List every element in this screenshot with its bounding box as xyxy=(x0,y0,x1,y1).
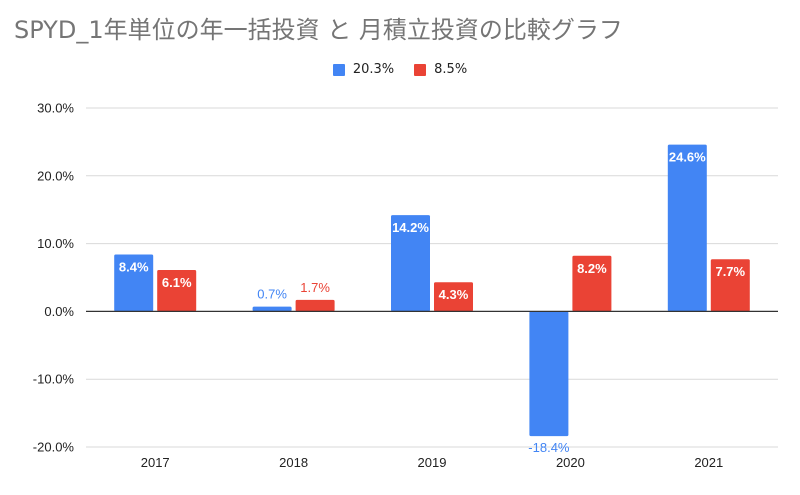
bar-data-label: 6.1% xyxy=(162,275,192,290)
bar-data-label: 24.6% xyxy=(669,150,706,165)
bar-data-label: 7.7% xyxy=(715,264,745,279)
bar-data-label: 4.3% xyxy=(439,287,469,302)
legend-item-series-2[interactable]: 8.5% xyxy=(414,62,467,77)
chart-title: SPYD_1年単位の年一括投資 と 月積立投資の比較グラフ xyxy=(14,16,623,44)
bar-data-label: 1.7% xyxy=(300,280,330,295)
bar-data-labels: 8.4% 6.1% 0.7% 1.7% 14.2% 4.3% -18.4% 8.2% 24.6%… xyxy=(119,150,746,456)
bar-data-label: 14.2% xyxy=(392,220,429,235)
y-tick-label: 30.0% xyxy=(37,101,74,116)
legend: 20.3% 8.5% xyxy=(0,62,800,77)
bar xyxy=(667,144,707,312)
bar xyxy=(114,254,154,312)
bars xyxy=(114,144,750,437)
x-axis-tick-labels: 2017 2018 2019 2020 2021 xyxy=(141,455,724,470)
bar xyxy=(295,299,335,312)
gridlines xyxy=(86,107,778,448)
y-axis-tick-labels: 30.0% 20.0% 10.0% 0.0% -10.0% -20.0% xyxy=(33,101,75,455)
y-tick-label: -20.0% xyxy=(33,440,75,455)
bar-data-label: -18.4% xyxy=(528,440,570,455)
bar-data-label: 8.2% xyxy=(577,261,607,276)
x-tick-label: 2020 xyxy=(556,455,585,470)
legend-label-series-1: 20.3% xyxy=(352,62,395,77)
x-tick-label: 2018 xyxy=(279,455,308,470)
x-tick-label: 2017 xyxy=(141,455,170,470)
legend-label-series-2: 8.5% xyxy=(434,62,468,77)
bar xyxy=(157,270,197,312)
y-tick-label: -10.0% xyxy=(33,372,75,387)
bar xyxy=(434,282,473,312)
bar xyxy=(529,311,569,437)
legend-swatch-series-2 xyxy=(414,63,427,76)
y-tick-label: 20.0% xyxy=(37,168,74,183)
x-tick-label: 2021 xyxy=(694,455,723,470)
bar xyxy=(391,215,430,312)
bar xyxy=(572,255,612,312)
legend-swatch-series-1 xyxy=(332,63,345,76)
bar xyxy=(710,259,750,312)
legend-item-series-1[interactable]: 20.3% xyxy=(332,62,395,77)
y-tick-label: 0.0% xyxy=(44,304,74,319)
bar-data-label: 8.4% xyxy=(119,259,149,274)
bar xyxy=(252,306,292,312)
x-tick-label: 2019 xyxy=(418,455,447,470)
bar-data-label: 0.7% xyxy=(257,287,287,302)
y-tick-label: 10.0% xyxy=(37,236,74,251)
